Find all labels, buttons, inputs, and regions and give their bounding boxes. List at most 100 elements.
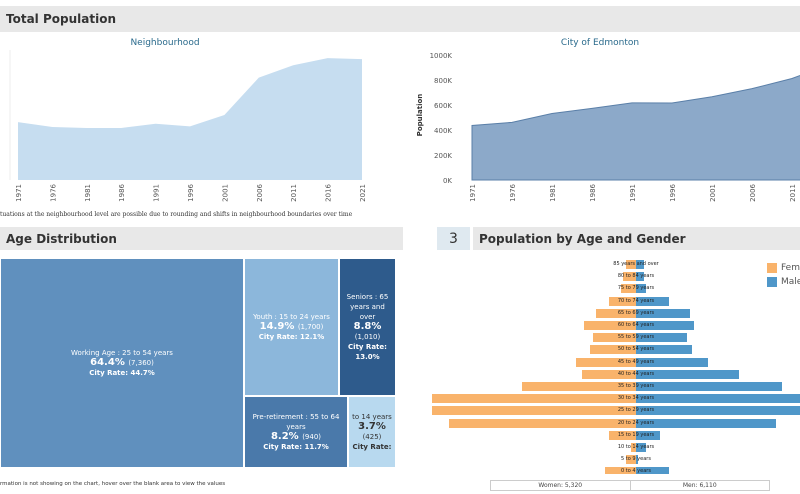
x-tick-label: 2011 [290, 184, 298, 202]
bar-female[interactable] [590, 345, 636, 355]
x-tick-label: 1991 [629, 184, 637, 202]
bar-female[interactable] [626, 455, 636, 465]
bar-female[interactable] [630, 443, 636, 452]
x-tick-label: 2001 [221, 184, 229, 202]
treemap-tile[interactable]: Youth : 15 to 24 years 14.9% (1,700) City … [244, 258, 339, 396]
x-tick-label: 1981 [84, 184, 92, 202]
x-tick-label: 2006 [256, 183, 264, 201]
bar-male[interactable] [636, 357, 708, 367]
age-group-label: 20 to 24 years [617, 419, 655, 426]
area-series [18, 58, 362, 180]
x-tick-label: 1981 [549, 184, 557, 202]
bar-female[interactable] [622, 272, 636, 282]
tile-pct: 8.2% [270, 431, 299, 442]
bar-male[interactable] [636, 382, 783, 391]
tile-percent: 8.2% (940) [271, 432, 321, 442]
x-tick-label: 1971 [15, 184, 23, 202]
bar-male[interactable] [636, 443, 646, 452]
age-group-label: 50 to 54 years [617, 346, 655, 353]
bar-female[interactable] [608, 296, 636, 306]
legend-male[interactable]: Male [767, 277, 800, 287]
tile-city-rate: City Rate: [352, 443, 392, 451]
age-group-label: 40 to 44 years [617, 370, 655, 377]
bar-male[interactable] [636, 296, 669, 306]
age-group-label: 0 to 4 years [621, 468, 651, 474]
treemap-tile[interactable]: Pre-retirement : 55 to 64 years 8.2% (940… [244, 396, 348, 468]
bar-male[interactable] [636, 284, 646, 294]
bar-male[interactable] [636, 308, 691, 318]
x-tick-label: 1976 [49, 183, 57, 201]
bar-male[interactable] [636, 430, 660, 440]
bar-female[interactable] [449, 418, 636, 428]
bar-male[interactable] [636, 394, 800, 404]
y-tick-label: 1000K [430, 52, 453, 60]
bar-female[interactable] [592, 333, 636, 343]
bar-male[interactable] [636, 260, 644, 269]
age-group-label: 5 to 9 years [621, 456, 651, 463]
tile-pct: 14.9% [259, 321, 295, 332]
tile-label: Working Age : 25 to 54 years [71, 349, 173, 357]
age-group-label: 25 to 29 years [617, 407, 655, 414]
bar-female[interactable] [583, 321, 636, 330]
bar-male[interactable] [636, 272, 644, 282]
tile-percent: 8.8% (1,010) [342, 322, 393, 342]
bar-female[interactable] [576, 357, 636, 367]
legend-male-label: Male [781, 277, 800, 287]
bar-female[interactable] [595, 308, 636, 318]
x-tick-label: 2021 [359, 184, 367, 202]
bar-male[interactable] [636, 321, 694, 330]
bar-female[interactable] [432, 406, 636, 416]
x-tick-label: 1986 [589, 183, 597, 201]
city-chart-title: City of Edmonton [560, 38, 640, 48]
tile-city-rate: City Rate: 44.7% [89, 369, 155, 377]
bar-male[interactable] [636, 455, 639, 465]
legend-female-label: Fema [781, 263, 800, 273]
bar-male[interactable] [636, 369, 740, 379]
population-footnote: tuations at the neighbourhood level are … [0, 211, 353, 218]
treemap-tile[interactable]: Working Age : 25 to 54 years 64.4% (7,360… [0, 258, 244, 468]
gender-totals: Women: 5,320 Men: 6,110 [490, 480, 770, 491]
bar-female[interactable] [432, 394, 636, 404]
bar-female[interactable] [581, 369, 636, 379]
tile-city-rate: City Rate: 13.0% [348, 343, 387, 361]
bar-male[interactable] [636, 333, 687, 343]
tile-count: (940) [302, 433, 322, 441]
x-tick-label: 2011 [789, 184, 797, 202]
tile-pct: 64.4% [90, 357, 125, 368]
bar-female[interactable] [626, 260, 636, 269]
male-swatch [767, 277, 777, 287]
tile-count: (1,010) [354, 333, 381, 341]
age-group-label: 85 years and over [613, 261, 659, 267]
tile-percent: 14.9% (1,700) [260, 322, 324, 332]
tile-label: Youth : 15 to 24 years [253, 313, 330, 321]
treemap-tile[interactable]: to 14 years 3.7% (425) City Rate: [348, 396, 396, 468]
treemap-tile[interactable]: Seniors : 65 years and over 8.8% (1,010) C… [339, 258, 396, 396]
y-tick-label: 400K [434, 127, 452, 135]
x-tick-label: 1976 [509, 183, 517, 201]
legend-female[interactable]: Fema [767, 263, 800, 273]
age-group-label: 10 to 14 years [617, 444, 655, 450]
bar-female[interactable] [608, 430, 636, 440]
men-total: Men: 6,110 [629, 481, 770, 490]
x-tick-label: 1996 [187, 183, 195, 201]
bar-male[interactable] [636, 418, 776, 428]
tile-count: (7,360) [128, 359, 154, 367]
bar-male[interactable] [636, 467, 669, 474]
age-group-label: 60 to 64 years [617, 322, 655, 328]
age-group-label: 55 to 59 years [617, 334, 655, 341]
tile-pct: 3.7% [358, 421, 386, 432]
neighbourhood-area-chart: 1971 1976 1981 1986 1991 1996 2001 2006 2011 2016… [9, 50, 367, 202]
y-tick-label: 600K [434, 102, 452, 110]
female-swatch [767, 263, 777, 273]
bar-male[interactable] [636, 406, 800, 416]
bar-male[interactable] [636, 345, 693, 355]
women-total: Women: 5,320 [538, 482, 583, 489]
age-group-label: 15 to 19 years [617, 431, 655, 438]
bar-female[interactable] [604, 467, 636, 474]
x-tick-label: 2016 [325, 183, 333, 201]
treemap-footnote: rmation is not showing on the chart, hov… [0, 481, 226, 487]
tile-percent: 64.4% (7,360) [90, 358, 154, 368]
bar-female[interactable] [620, 284, 636, 294]
bar-female[interactable] [522, 382, 636, 391]
tile-percent: 3.7% (425) [351, 422, 393, 442]
